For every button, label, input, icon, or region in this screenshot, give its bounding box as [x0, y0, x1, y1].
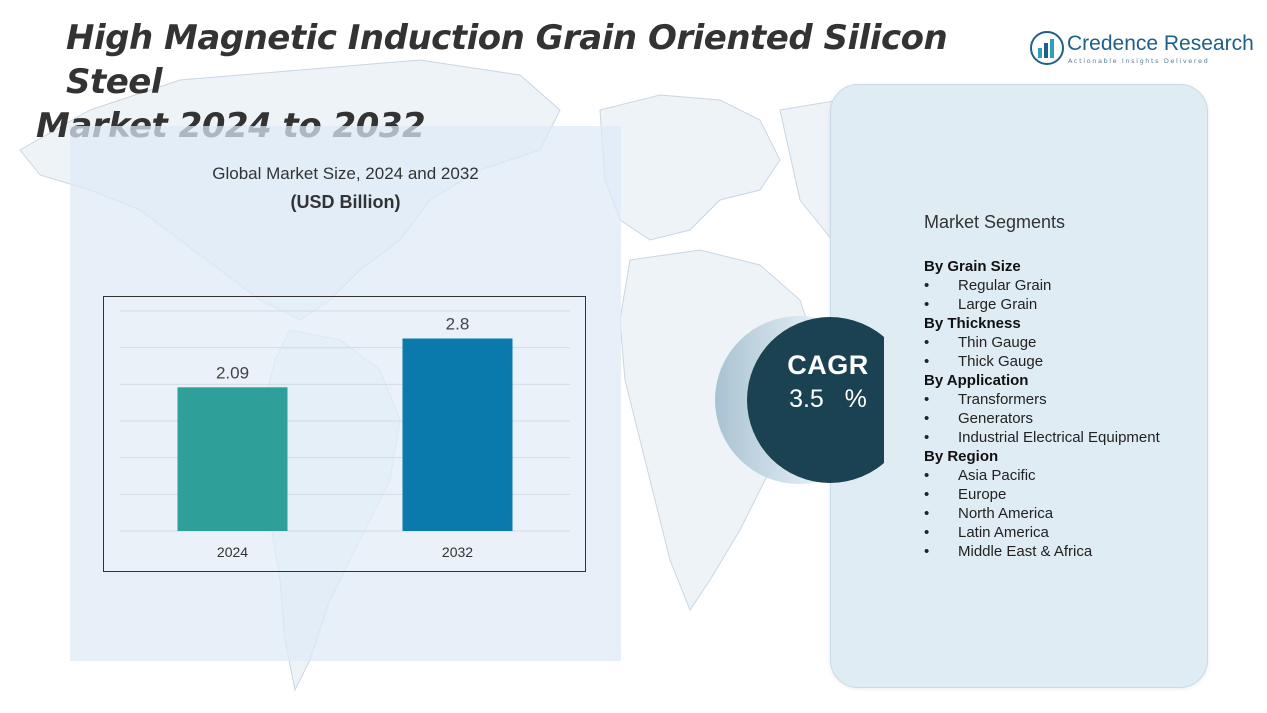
cagr-badge — [714, 315, 884, 485]
segment-item-label: North America — [958, 505, 1054, 522]
bullet-icon: • — [924, 277, 930, 294]
x-tick-label: 2024 — [217, 544, 248, 560]
bullet-icon: • — [924, 334, 930, 351]
segment-group-title: By Thickness — [924, 315, 1021, 332]
bar-chart-logo-icon — [1030, 31, 1064, 65]
segments-list: By Grain Size • Regular Grain • Large Grain B… — [924, 257, 1214, 561]
bullet-icon: • — [924, 296, 930, 313]
logo-tagline: Actionable Insights Delivered — [1068, 57, 1210, 65]
bullet-icon: • — [924, 486, 930, 503]
bullet-icon: • — [924, 467, 930, 484]
segment-item: • North America — [924, 504, 1214, 523]
segment-item-label: Thick Gauge — [958, 353, 1044, 370]
bullet-icon: • — [924, 353, 930, 370]
segment-item: • Generators — [924, 409, 1214, 428]
bullet-icon: • — [924, 391, 930, 408]
data-label: 2.09 — [216, 363, 249, 382]
segment-item: • Thin Gauge — [924, 333, 1214, 352]
chart-title-text: Global Market Size, 2024 and 2032 — [212, 164, 479, 183]
segment-item-label: Europe — [958, 486, 1007, 503]
bullet-icon: • — [924, 429, 930, 446]
segment-item-label: Industrial Electrical Equipment — [958, 429, 1160, 446]
bullet-icon: • — [924, 410, 930, 427]
segment-item-label: Middle East & Africa — [958, 543, 1093, 560]
segment-item: • Europe — [924, 485, 1214, 504]
cagr-label: CAGR — [787, 350, 869, 380]
segments-title: Market Segments — [924, 212, 1066, 232]
segment-item-label: Thin Gauge — [958, 334, 1037, 351]
segment-group-title: By Grain Size — [924, 258, 1021, 275]
data-label: 2.8 — [446, 315, 470, 334]
segment-group-title: By Region — [924, 448, 999, 465]
segment-item-label: Latin America — [958, 524, 1049, 541]
segment-item-label: Regular Grain — [958, 277, 1052, 294]
segment-item-label: Large Grain — [958, 296, 1038, 313]
cagr-value: 3.5 % — [789, 385, 867, 413]
segment-item: • Asia Pacific — [924, 466, 1214, 485]
segment-item-label: Generators — [958, 410, 1034, 427]
bullet-icon: • — [924, 524, 930, 541]
bar-chart-svg: 2.09 2024 2.8 2032 — [120, 310, 570, 560]
bullet-icon: • — [924, 505, 930, 522]
segment-item: • Latin America — [924, 523, 1214, 542]
credence-research-logo: Credence Research Actionable Insights De… — [1030, 30, 1254, 70]
chart-unit: (USD Billion) — [290, 192, 401, 212]
cagr-circle — [715, 316, 884, 484]
segment-item: • Middle East & Africa — [924, 542, 1214, 561]
logo-name: Credence Research — [1067, 32, 1254, 55]
segment-item: • Regular Grain — [924, 276, 1214, 295]
bar-chart: 2.09 2024 2.8 2032 — [103, 296, 586, 572]
x-tick-label: 2032 — [442, 544, 473, 560]
bar-2032 — [402, 338, 513, 531]
title-line-1: High Magnetic Induction Grain Oriented S… — [66, 18, 948, 102]
bullet-icon: • — [924, 543, 930, 560]
segment-item-label: Transformers — [958, 391, 1047, 408]
segment-item: • Industrial Electrical Equipment — [924, 428, 1214, 447]
segment-group-title: By Application — [924, 372, 1029, 389]
segment-item: • Transformers — [924, 390, 1214, 409]
segment-item: • Thick Gauge — [924, 352, 1214, 371]
segment-item: • Large Grain — [924, 295, 1214, 314]
bar-2024 — [177, 387, 288, 531]
chart-title: Global Market Size, 2024 and 2032 (USD B… — [70, 160, 621, 216]
segment-item-label: Asia Pacific — [958, 467, 1036, 484]
